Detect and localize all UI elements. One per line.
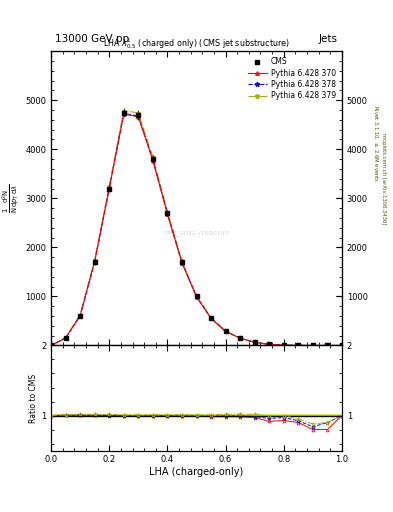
Bar bbox=[51, 415, 342, 416]
Y-axis label: Ratio to CMS: Ratio to CMS bbox=[29, 373, 38, 422]
Bar bbox=[51, 414, 342, 417]
Text: mcplots.cern.ch [arXiv:1306.3436]: mcplots.cern.ch [arXiv:1306.3436] bbox=[381, 134, 386, 225]
Text: 13000 GeV pp: 13000 GeV pp bbox=[55, 33, 129, 44]
Text: CMS_2021_I1920187: CMS_2021_I1920187 bbox=[163, 231, 230, 237]
Text: Jets: Jets bbox=[319, 33, 338, 44]
Y-axis label: $\frac{1}{\mathrm{N}} \frac{\mathrm{d}^2\mathrm{N}}{\mathrm{d}p_T\, \mathrm{d}\l: $\frac{1}{\mathrm{N}} \frac{\mathrm{d}^2… bbox=[0, 183, 21, 213]
X-axis label: LHA (charged-only): LHA (charged-only) bbox=[149, 467, 244, 477]
Text: Rivet 3.1.10, $\geq$ 2.6M events: Rivet 3.1.10, $\geq$ 2.6M events bbox=[371, 105, 379, 182]
Legend: CMS, Pythia 6.428 370, Pythia 6.428 378, Pythia 6.428 379: CMS, Pythia 6.428 370, Pythia 6.428 378,… bbox=[246, 55, 338, 102]
Title: LHA $\lambda^1_{0.5}$ (charged only) (CMS jet substructure): LHA $\lambda^1_{0.5}$ (charged only) (CM… bbox=[103, 36, 290, 51]
